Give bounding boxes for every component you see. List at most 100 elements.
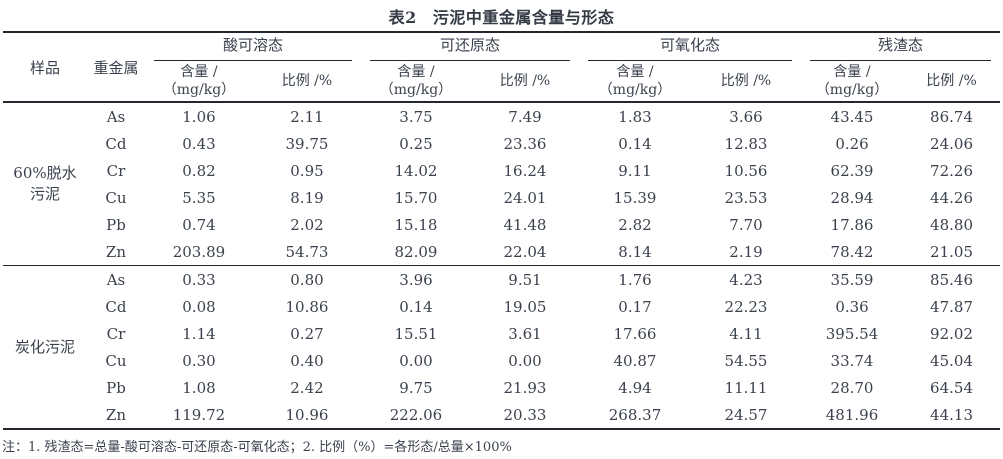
value-cell: 21.93 [503, 378, 547, 397]
value-cell: 54.55 [724, 351, 768, 370]
table-row: Pb 1.08 2.42 9.75 21.93 4.94 11.11 28.70 64.54 [3, 374, 1000, 401]
table-body: 60%脱水 污泥 As 1.06 2.11 3.75 7.49 1.83 3.66 43.45 86… [2, 102, 1001, 429]
sample-cell: 60%脱水污泥 [3, 102, 87, 266]
value-cell: 15.70 [394, 188, 438, 207]
value-cell: 2.11 [290, 107, 324, 126]
sample-label-line: 60%脱水 [13, 164, 77, 182]
value-cell: 0.26 [835, 134, 869, 153]
metal-cell: Cr [106, 324, 126, 343]
value-cell: 24.01 [503, 188, 547, 207]
sample-label-line: 污泥 [29, 185, 60, 203]
value-cell: 1.14 [182, 324, 216, 343]
metal-cell: As [106, 270, 126, 289]
value-cell: 22.23 [724, 297, 768, 316]
metal-cell: Cu [105, 188, 127, 207]
table-row: Cu 0.30 0.40 0.00 0.00 40.87 54.55 33.74 45.04 [3, 347, 1000, 374]
table-header: 样品 重金属 酸可溶态 可还原态 可氧化态 残渣态 含量 / （mg/kg [2, 32, 1001, 102]
value-cell: 3.75 [399, 107, 433, 126]
metal-cell: As [106, 107, 126, 126]
header-sample: 样品 [29, 58, 60, 77]
value-cell: 119.72 [172, 405, 226, 424]
value-cell: 10.86 [285, 297, 329, 316]
value-cell: 78.42 [830, 242, 874, 261]
value-cell: 3.61 [508, 324, 542, 343]
value-cell: 1.06 [182, 107, 216, 126]
table-row: 60%脱水 污泥 As 1.06 2.11 3.75 7.49 1.83 3.66 43.45 86… [3, 102, 1000, 204]
metal-cell: Zn [105, 405, 127, 424]
subheader-content-reducible: 含量 / （mg/kg） [361, 61, 471, 102]
value-cell: 2.19 [729, 242, 763, 261]
subheader-content-line2: （mg/kg） [815, 82, 889, 98]
value-cell: 0.00 [508, 351, 542, 370]
value-cell: 4.23 [729, 270, 763, 289]
subheader-content-residual: 含量 / （mg/kg） [801, 61, 903, 102]
value-cell: 0.14 [399, 297, 433, 316]
value-cell: 0.33 [182, 270, 216, 289]
value-cell: 17.86 [830, 215, 874, 234]
value-cell: 7.70 [729, 215, 763, 234]
value-cell: 0.17 [618, 297, 652, 316]
table-note: 注：1. 残渣态=总量-酸可溶态-可还原态-可氧化态；2. 比例（%）=各形态/… [2, 440, 512, 455]
value-cell: 203.89 [172, 242, 226, 261]
group-header-reducible-label: 可还原态 [369, 34, 570, 61]
metal-cell: Zn [105, 242, 127, 261]
metal-cell: Pb [106, 378, 126, 397]
value-cell: 7.49 [508, 107, 542, 126]
group-header-residual: 残渣态 [801, 32, 1000, 61]
value-cell: 9.11 [618, 161, 652, 180]
subheader-content-oxidizable: 含量 / （mg/kg） [579, 61, 691, 102]
value-cell: 16.24 [503, 161, 547, 180]
value-cell: 395.54 [825, 324, 879, 343]
value-cell: 11.11 [724, 378, 768, 397]
value-cell: 21.05 [930, 242, 973, 261]
table-row: Cu 5.35 8.19 15.70 24.01 15.39 23.53 28.94 44.26 [3, 184, 1000, 211]
group-header-acid-soluble: 酸可溶态 [145, 32, 361, 61]
group-header-residual-label: 残渣态 [810, 34, 992, 61]
table-row: Cr 0.82 0.95 14.02 16.24 9.11 10.56 62.39 72.26 [3, 157, 1000, 184]
subheader-content-line1: 含量 / [616, 64, 654, 80]
table-row: Cr 1.14 0.27 15.51 3.61 17.66 4.11 395.54 92.02 [3, 320, 1000, 347]
value-cell: 4.11 [729, 324, 763, 343]
subheader-content-line2: （mg/kg） [379, 82, 453, 98]
value-cell: 92.02 [930, 324, 973, 343]
group-header-reducible: 可还原态 [361, 32, 579, 61]
metal-cell: Pb [106, 215, 126, 234]
value-cell: 33.74 [830, 351, 874, 370]
value-cell: 15.39 [613, 188, 657, 207]
value-cell: 86.74 [930, 107, 973, 126]
subheader-content-acid: 含量 / （mg/kg） [145, 61, 253, 102]
value-cell: 0.08 [182, 297, 216, 316]
value-cell: 2.82 [618, 215, 652, 234]
value-cell: 10.96 [285, 405, 329, 424]
value-cell: 2.02 [290, 215, 324, 234]
value-cell: 3.66 [729, 107, 763, 126]
group-header-oxidizable-label: 可氧化态 [588, 34, 793, 61]
table-row: Cd 0.08 10.86 0.14 19.05 0.17 22.23 0.36 47.87 [3, 293, 1000, 320]
value-cell: 0.36 [835, 297, 869, 316]
value-cell: 0.30 [182, 351, 216, 370]
value-cell: 1.08 [182, 378, 216, 397]
subheader-ratio-oxidizable: 比例 /% [720, 73, 772, 89]
subheader-content-line2: （mg/kg） [598, 82, 672, 98]
value-cell: 39.75 [285, 134, 329, 153]
metal-cell: Cr [106, 161, 126, 180]
value-cell: 0.74 [182, 215, 216, 234]
value-cell: 43.45 [830, 107, 874, 126]
value-cell: 35.59 [830, 270, 874, 289]
value-cell: 268.37 [608, 405, 662, 424]
subheader-ratio-residual: 比例 /% [926, 73, 977, 89]
value-cell: 17.66 [613, 324, 657, 343]
value-cell: 5.35 [182, 188, 216, 207]
value-cell: 12.83 [724, 134, 768, 153]
value-cell: 24.06 [930, 134, 973, 153]
value-cell: 0.00 [399, 351, 433, 370]
value-cell: 72.26 [930, 161, 973, 180]
header-row-sub: 含量 / （mg/kg） 比例 /% 含量 / （mg/kg） 比例 /% 含量… [3, 61, 1000, 102]
value-cell: 48.80 [930, 215, 973, 234]
value-cell: 8.19 [290, 188, 324, 207]
value-cell: 0.82 [182, 161, 216, 180]
value-cell: 62.39 [830, 161, 874, 180]
table-title: 表2 污泥中重金属含量与形态 [0, 4, 1003, 31]
value-cell: 24.57 [724, 405, 768, 424]
value-cell: 23.36 [503, 134, 547, 153]
